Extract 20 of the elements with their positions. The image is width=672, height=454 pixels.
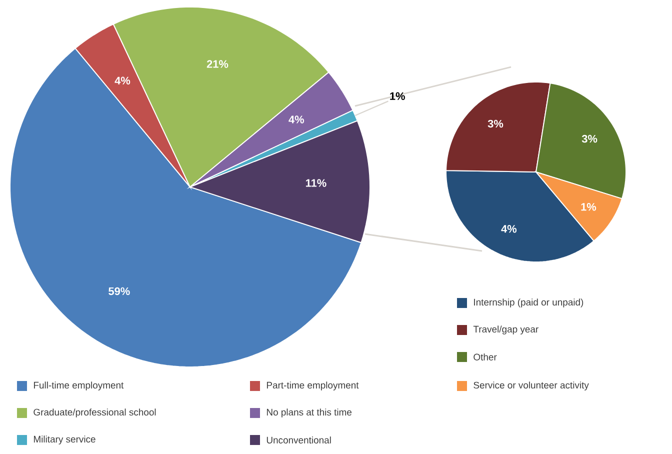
data-label: 4% [501,225,517,233]
legend-label: Internship (paid or unpaid) [474,298,584,308]
legend-label: Part-time employment [266,382,359,390]
data-label: 4% [114,76,130,84]
legend-label: Other [474,354,497,360]
data-label: 1% [581,203,596,211]
data-label: 3% [582,134,598,143]
data-label: 4% [288,116,304,124]
legend-label: Service or volunteer activity [474,382,589,390]
data-label: 3% [488,120,504,128]
legend-label: Full-time employment [34,382,124,390]
legend-label: Graduate/professional school [34,408,156,418]
legend-label: Travel/gap year [473,326,538,334]
data-label: 11% [306,179,326,187]
legend-label: Military service [34,436,96,444]
legend-label: Unconventional [266,436,331,444]
data-label: 21% [206,60,228,68]
data-label: 1% [390,92,405,100]
legend-label: No plans at this time [266,408,352,418]
data-label: 59% [108,287,130,296]
